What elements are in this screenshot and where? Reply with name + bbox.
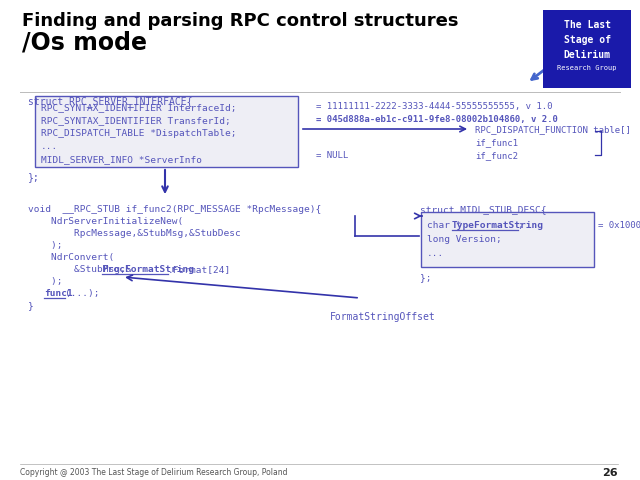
Text: if_func1: if_func1 [475, 138, 518, 147]
Text: struct RPC_SERVER_INTERFACE{: struct RPC_SERVER_INTERFACE{ [28, 96, 193, 107]
Text: Research Group: Research Group [557, 65, 617, 71]
Text: func1: func1 [45, 289, 73, 298]
Text: The Last: The Last [563, 20, 611, 30]
Text: NdrConvert(: NdrConvert( [28, 253, 115, 262]
Text: RpcMessage,&StubMsg,&StubDesc: RpcMessage,&StubMsg,&StubDesc [28, 229, 241, 238]
Text: };: }; [420, 273, 431, 282]
Text: NdrServerInitializeNew(: NdrServerInitializeNew( [28, 217, 183, 226]
Text: if_func2: if_func2 [475, 151, 518, 160]
Text: (...);: (...); [65, 289, 100, 298]
Text: RPC_DISPATCH_TABLE *DispatchTable;: RPC_DISPATCH_TABLE *DispatchTable; [41, 129, 237, 138]
Text: = 11111111-2222-3333-4444-55555555555, v 1.0: = 11111111-2222-3333-4444-55555555555, v… [316, 102, 552, 111]
Text: long Version;: long Version; [427, 235, 502, 244]
Text: Copyright @ 2003 The Last Stage of Delirium Research Group, Poland: Copyright @ 2003 The Last Stage of Delir… [20, 468, 287, 477]
Text: .Format[24]: .Format[24] [168, 265, 231, 274]
Text: char *: char * [427, 221, 461, 230]
Text: FormatStringOffset: FormatStringOffset [330, 312, 436, 322]
Text: RPC_SYNTAX_IDENTIFIER InterfaceId;: RPC_SYNTAX_IDENTIFIER InterfaceId; [41, 103, 237, 112]
Text: void  __RPC_STUB if_func2(RPC_MESSAGE *RpcMessage){: void __RPC_STUB if_func2(RPC_MESSAGE *Rp… [28, 205, 321, 214]
Text: };: }; [28, 172, 40, 182]
Text: ...: ... [41, 142, 58, 151]
Text: /Os mode: /Os mode [22, 31, 147, 55]
Text: );: ); [28, 277, 63, 286]
Text: = NULL: = NULL [316, 151, 348, 160]
Text: RPC_DISPATCH_FUNCTION table[]: RPC_DISPATCH_FUNCTION table[] [475, 125, 631, 134]
Text: RPC_SYNTAX_IDENTIFIER TransferId;: RPC_SYNTAX_IDENTIFIER TransferId; [41, 116, 231, 125]
FancyBboxPatch shape [420, 212, 593, 266]
Text: TypeFormatString: TypeFormatString [452, 221, 544, 230]
Text: ProcFormatString: ProcFormatString [102, 265, 194, 274]
Text: = 0x10001: = 0x10001 [598, 221, 640, 230]
Text: Stage of: Stage of [563, 35, 611, 45]
Text: 26: 26 [602, 468, 618, 478]
Text: );: ); [28, 241, 63, 250]
Text: }: } [28, 301, 34, 310]
Text: MIDL_SERVER_INFO *ServerInfo: MIDL_SERVER_INFO *ServerInfo [41, 155, 202, 164]
Text: &StubMsg,&: &StubMsg,& [28, 265, 131, 274]
Text: ;: ; [518, 221, 524, 230]
Text: = 045d888a-eb1c-c911-9fe8-08002b104860, v 2.0: = 045d888a-eb1c-c911-9fe8-08002b104860, … [316, 115, 558, 124]
FancyBboxPatch shape [35, 96, 298, 167]
Text: Finding and parsing RPC control structures: Finding and parsing RPC control structur… [22, 12, 458, 30]
Bar [543, 10, 631, 88]
Text: struct MIDL_STUB_DESC{: struct MIDL_STUB_DESC{ [420, 205, 547, 214]
Text: ...: ... [427, 249, 444, 258]
Text: Delirium: Delirium [563, 50, 611, 60]
